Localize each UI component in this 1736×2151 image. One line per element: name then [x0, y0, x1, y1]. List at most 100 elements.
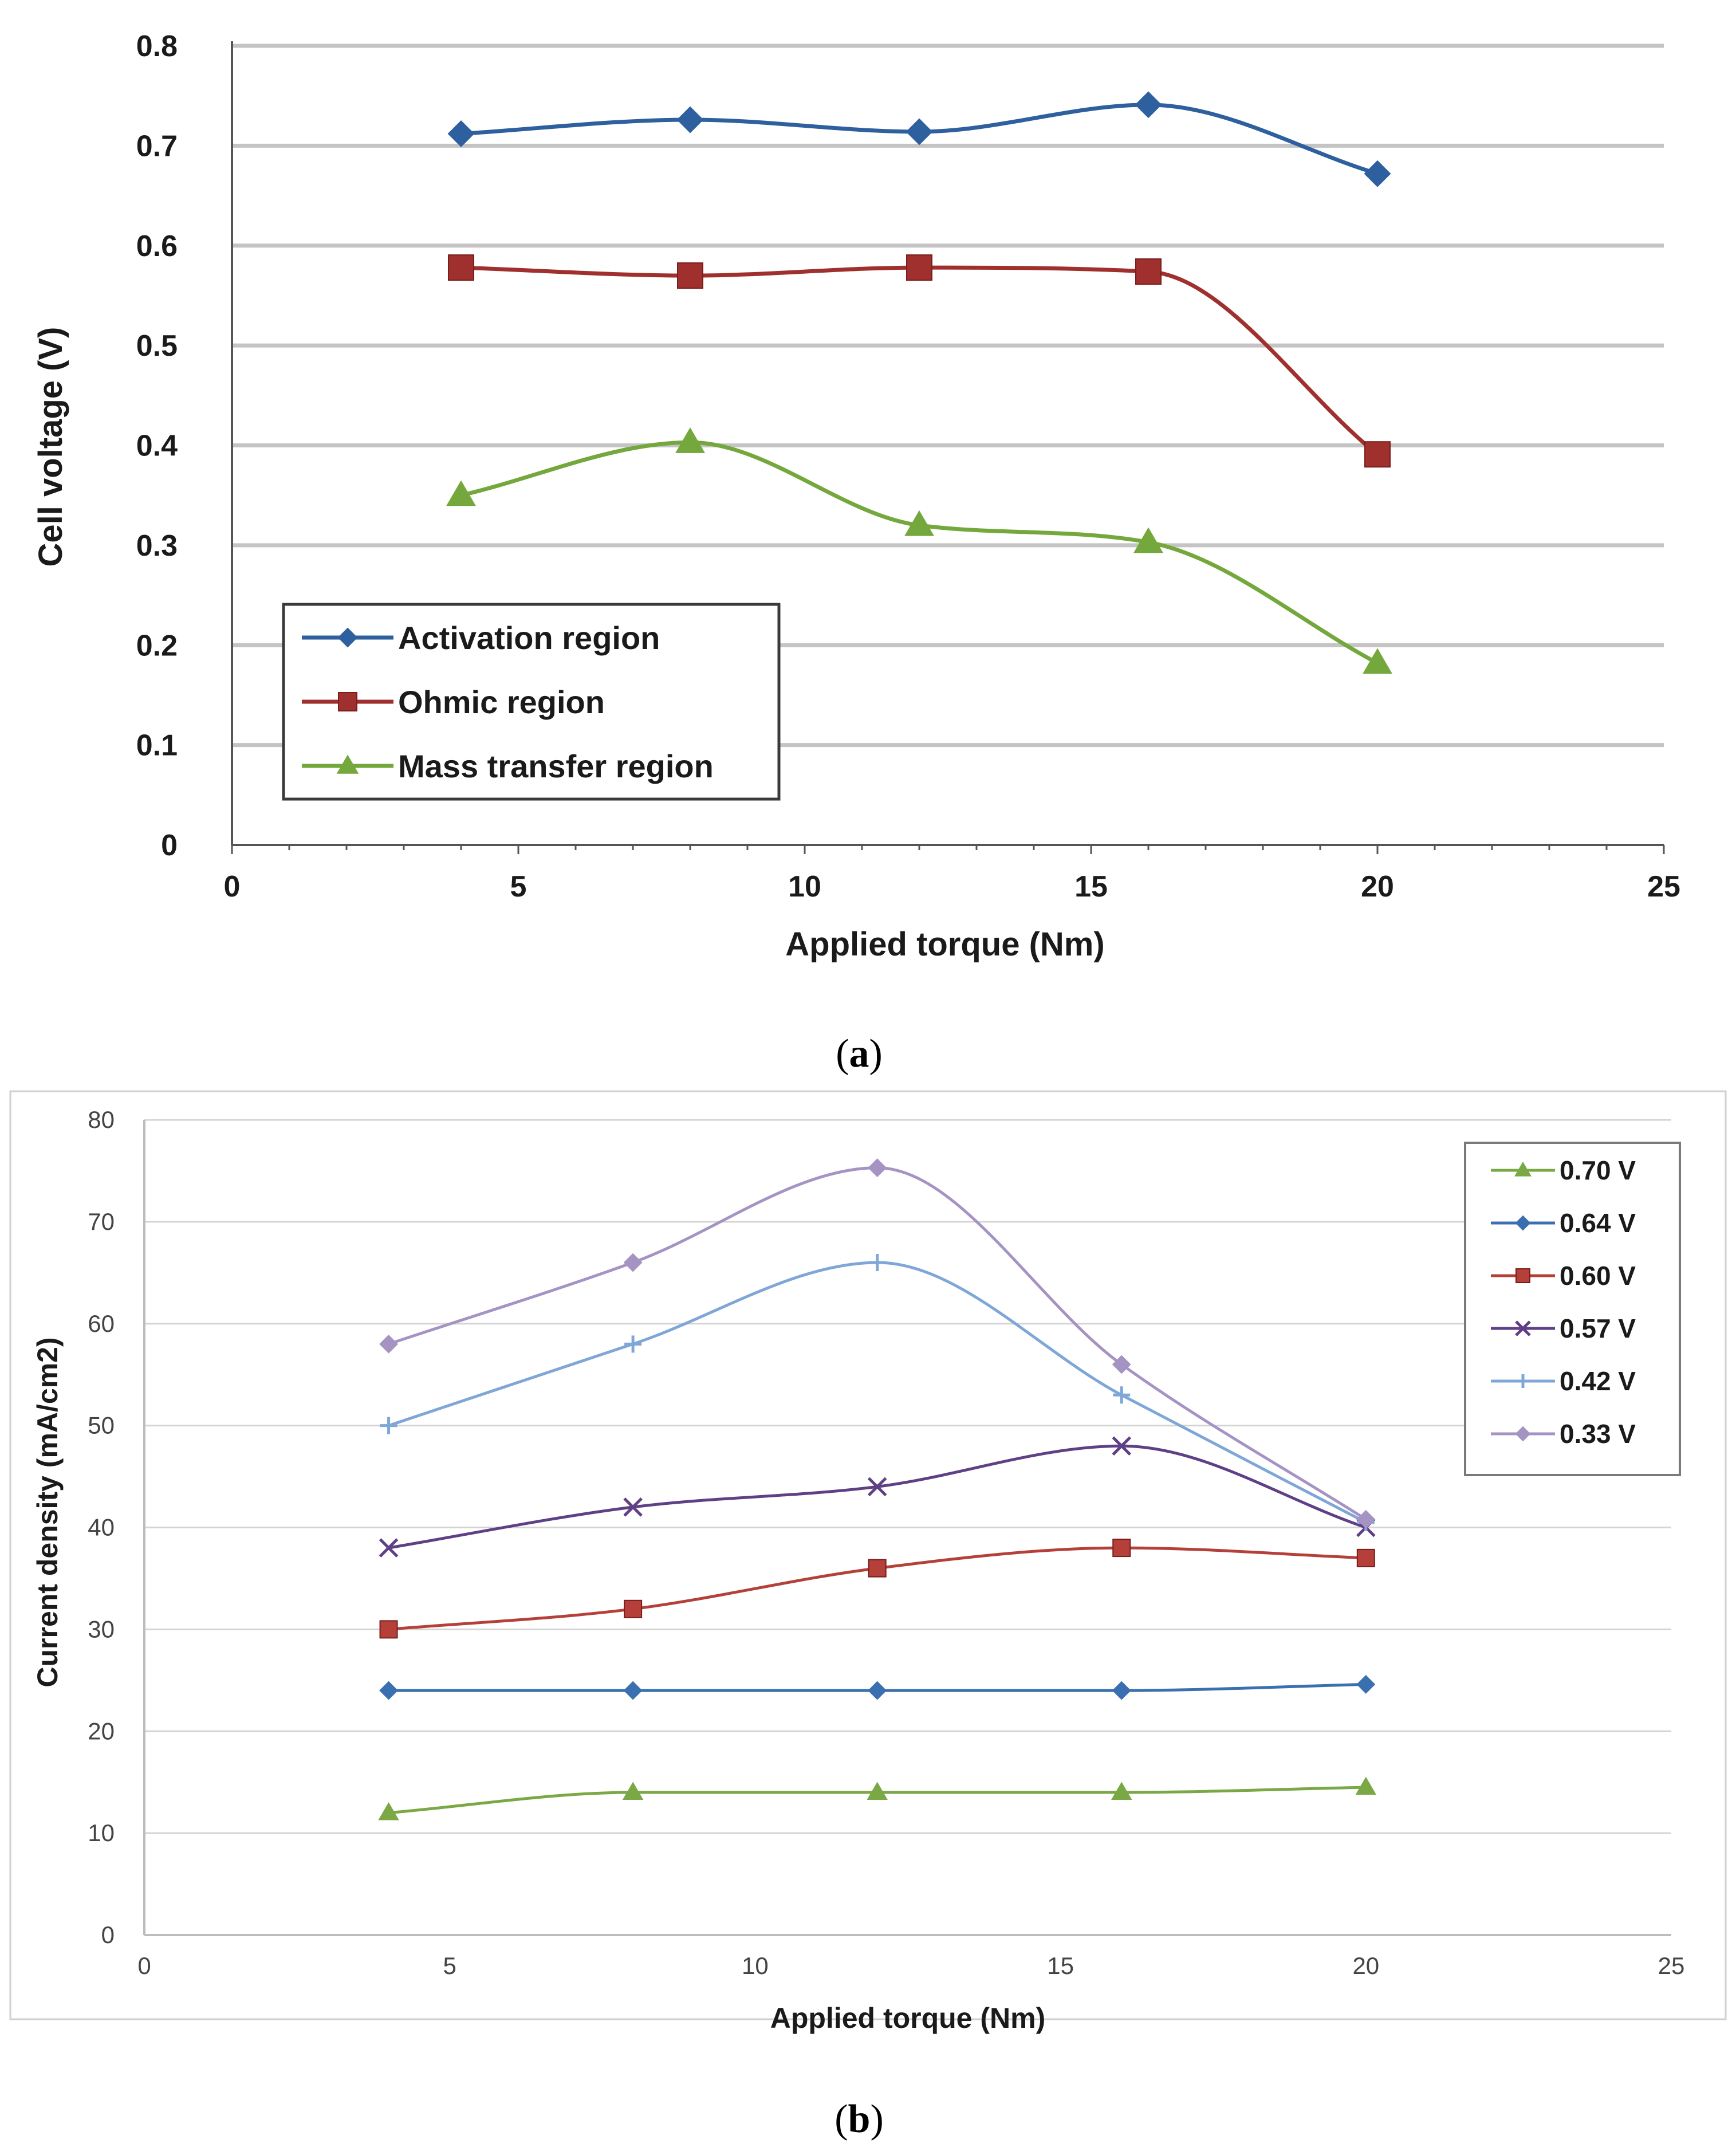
- data-point: [380, 1417, 397, 1434]
- legend-label: Activation region: [398, 620, 660, 656]
- data-point: [868, 1254, 886, 1272]
- axes: [143, 1120, 1671, 1936]
- axes: [231, 41, 1665, 854]
- data-point: [1112, 1681, 1131, 1700]
- y-tick-label: 80: [88, 1106, 115, 1133]
- series-line: [388, 1444, 1367, 1550]
- x-tick-label: 5: [510, 870, 527, 903]
- data-point: [1364, 160, 1391, 187]
- data-point: [868, 1681, 887, 1700]
- caption-b: (b): [834, 2097, 884, 2141]
- caption-a: (a): [836, 1032, 883, 1076]
- data-point: [677, 262, 703, 289]
- data-point: [447, 120, 475, 147]
- legend-item-0-33-v: 0.33 V: [1491, 1419, 1636, 1449]
- data-point: [623, 1681, 643, 1700]
- data-point: [676, 106, 704, 133]
- x-tick-label: 15: [1047, 1952, 1074, 1979]
- legend-item-0-64-v: 0.64 V: [1491, 1208, 1636, 1238]
- data-point: [624, 1599, 643, 1618]
- data-point: [1111, 1782, 1132, 1800]
- data-point: [1355, 1776, 1377, 1795]
- y-tick-label: 40: [88, 1514, 115, 1541]
- y-tick-labels: 0 10 20 30 40 50 60 70 80: [88, 1106, 115, 1948]
- data-point: [622, 1782, 644, 1800]
- data-point: [446, 480, 476, 506]
- x-tick-label: 0: [224, 870, 241, 903]
- series-group: [446, 91, 1392, 674]
- data-point: [868, 1559, 887, 1578]
- data-point: [1112, 1539, 1131, 1558]
- series-ohmic-region: [448, 254, 1391, 468]
- data-point: [624, 1335, 642, 1353]
- x-tick-label: 10: [742, 1952, 769, 1979]
- legend-marker: [338, 692, 357, 711]
- legend-item-0-70-v: 0.70 V: [1491, 1155, 1636, 1185]
- y-tick-label: 30: [88, 1615, 115, 1642]
- x-tick-label: 25: [1647, 870, 1680, 903]
- data-point: [623, 1497, 643, 1517]
- series-0-57-v: [379, 1436, 1376, 1558]
- data-point: [1112, 1436, 1132, 1456]
- legend-item-0-60-v: 0.60 V: [1491, 1261, 1636, 1291]
- series-0-42-v: [380, 1254, 1375, 1531]
- data-point: [1135, 258, 1162, 285]
- y-tick-label: 0: [161, 829, 178, 862]
- data-point: [379, 1620, 398, 1639]
- data-point: [868, 1158, 887, 1178]
- x-axis-title: Applied torque (Nm): [770, 2002, 1046, 2034]
- legend-marker: [336, 754, 359, 774]
- x-tick-label: 15: [1074, 870, 1108, 903]
- legend-label: 0.57 V: [1560, 1314, 1636, 1343]
- legend-marker: [337, 627, 358, 648]
- y-tick-labels: 0 0.1 0.2 0.3 0.4 0.5 0.6 0.7 0.8: [136, 30, 178, 862]
- x-tick-label: 20: [1361, 870, 1394, 903]
- legend-item-ohmic-region: Ohmic region: [302, 684, 605, 720]
- data-point: [1356, 1509, 1376, 1529]
- y-tick-label: 0: [101, 1921, 115, 1948]
- legend-marker: [1515, 1268, 1530, 1283]
- data-point: [1364, 441, 1391, 468]
- x-tick-labels: 0 5 10 15 20 25: [137, 1952, 1684, 1979]
- series-line: [388, 1261, 1367, 1524]
- x-tick-label: 0: [137, 1952, 151, 1979]
- y-tick-label: 0.4: [136, 430, 178, 463]
- y-tick-label: 60: [88, 1310, 115, 1337]
- data-point: [448, 254, 474, 281]
- legend-label: Mass transfer region: [398, 748, 714, 784]
- y-tick-label: 0.5: [136, 329, 178, 363]
- series-0-60-v: [379, 1539, 1375, 1639]
- y-tick-label: 0.2: [136, 629, 178, 662]
- series-line: [460, 265, 1379, 456]
- series-0-70-v: [378, 1776, 1377, 1820]
- legend-label: 0.70 V: [1560, 1155, 1636, 1185]
- legend-item-0-42-v: 0.42 V: [1491, 1366, 1636, 1396]
- x-tick-label: 20: [1352, 1952, 1379, 1979]
- legend-label: 0.42 V: [1560, 1366, 1636, 1396]
- legend-marker: [1515, 1320, 1531, 1336]
- x-tick-label: 25: [1658, 1952, 1685, 1979]
- data-point: [1356, 1548, 1375, 1567]
- legend-marker: [1516, 1374, 1530, 1388]
- x-axis-title: Applied torque (Nm): [785, 926, 1104, 963]
- y-tick-label: 0.7: [136, 129, 178, 163]
- data-point: [1356, 1675, 1376, 1694]
- series-group: [378, 1158, 1377, 1820]
- x-tick-labels: 0 5 10 15 20 25: [224, 870, 1680, 903]
- data-point: [623, 1253, 643, 1272]
- legend: 0.70 V 0.64 V 0.60 V 0.57 V 0.42 V 0.33 V: [1464, 1142, 1681, 1476]
- legend-label: Ohmic region: [398, 684, 605, 720]
- x-tick-label: 5: [443, 1952, 456, 1979]
- y-tick-label: 10: [88, 1819, 115, 1846]
- legend-label: 0.60 V: [1560, 1261, 1636, 1291]
- data-point: [1112, 1355, 1131, 1374]
- y-axis-title: Current density (mA/cm2): [32, 1337, 64, 1687]
- legend-marker: [1515, 1426, 1531, 1442]
- legend-marker: [1515, 1215, 1531, 1231]
- y-tick-label: 0.6: [136, 230, 178, 263]
- data-point: [379, 1538, 399, 1558]
- legend-item-mass-transfer-region: Mass transfer region: [302, 748, 714, 784]
- data-point: [1133, 527, 1163, 553]
- series-activation-region: [447, 91, 1391, 187]
- series-0-64-v: [379, 1675, 1376, 1700]
